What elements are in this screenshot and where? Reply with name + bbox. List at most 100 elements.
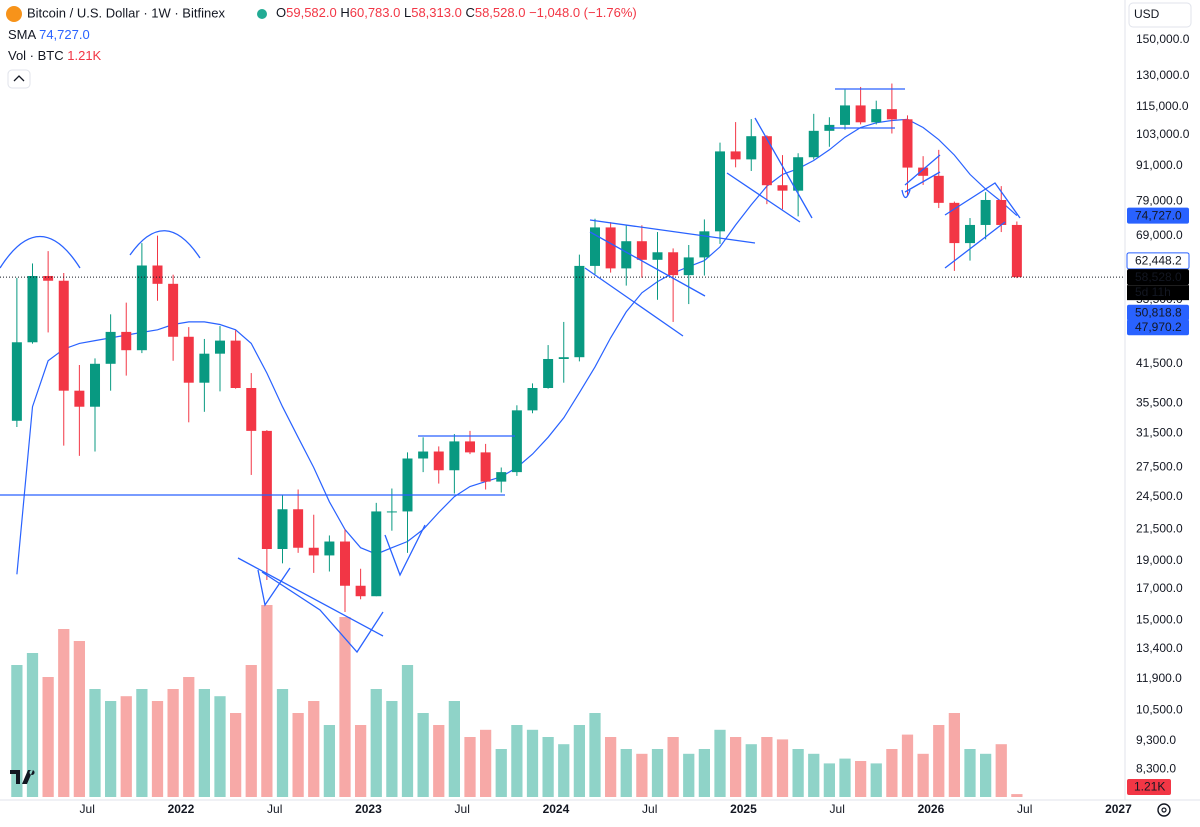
y-tick-label: 115,000.0 xyxy=(1136,99,1189,113)
candle-body xyxy=(105,331,116,364)
candle-body xyxy=(746,136,757,160)
x-tick-label: 2024 xyxy=(543,802,570,816)
symbol-icon xyxy=(6,6,22,22)
volume-bar xyxy=(511,725,523,797)
volume-bar xyxy=(495,749,507,797)
button-frame[interactable] xyxy=(7,69,31,89)
price-label-box xyxy=(1126,252,1190,270)
volume-bar xyxy=(386,701,398,797)
plot-layer xyxy=(0,83,1125,797)
volume-bar xyxy=(808,753,820,797)
x-tick-label: Jul xyxy=(80,802,95,816)
volume-bar xyxy=(995,744,1007,797)
ohlc-key: L xyxy=(404,5,411,20)
price-label: 74,727.0 xyxy=(1135,208,1182,222)
volume-bar xyxy=(245,665,257,797)
candle-body xyxy=(340,541,350,586)
volume-bar xyxy=(136,689,148,797)
candle-body xyxy=(683,257,694,276)
volume-bar xyxy=(339,617,351,797)
candle-body xyxy=(74,390,85,407)
x-tick-label: Jul xyxy=(267,802,282,816)
currency[interactable]: USD xyxy=(1134,7,1160,21)
countdown: 5d 11h xyxy=(1135,285,1171,299)
candle-body xyxy=(855,105,866,123)
x-tick-label: 2022 xyxy=(168,802,195,816)
candle-body xyxy=(27,275,38,343)
candle-body xyxy=(1011,224,1022,278)
drawing-arc xyxy=(129,230,201,259)
candle-body xyxy=(574,265,585,358)
candle-body xyxy=(808,130,819,158)
volume-bar xyxy=(42,677,54,797)
volume-bar xyxy=(620,749,632,797)
y-tick-label: 31,500.0 xyxy=(1136,425,1183,439)
button-icon xyxy=(13,75,25,82)
volume-bar xyxy=(261,605,273,797)
y-tick-label: 41,500.0 xyxy=(1136,356,1183,370)
candle-body xyxy=(668,252,679,276)
candle-body xyxy=(996,199,1007,225)
candle-body xyxy=(605,227,616,269)
x-tick-label: 2027 xyxy=(1105,802,1132,816)
candle-body xyxy=(90,363,101,407)
volume-bar xyxy=(105,701,117,797)
ohlc-key: H xyxy=(340,5,349,20)
candle-body xyxy=(558,357,569,359)
volume-bar xyxy=(167,689,179,797)
candle-body xyxy=(761,136,772,186)
volume-bar xyxy=(308,701,320,797)
candle-body xyxy=(652,252,663,260)
candle-body xyxy=(465,441,476,453)
candle-body xyxy=(621,241,632,269)
candle-body xyxy=(355,585,366,597)
volume-bar xyxy=(198,689,210,797)
candle-body xyxy=(371,511,382,597)
volume-bar xyxy=(683,753,695,797)
volume-bar xyxy=(58,629,70,797)
collapse-button[interactable] xyxy=(7,69,31,89)
volume-bar xyxy=(761,737,773,797)
volume-bar xyxy=(433,725,445,797)
candle-body xyxy=(152,265,163,284)
candle-body xyxy=(793,157,804,191)
y-tick-label: 10,500.0 xyxy=(1136,702,1183,716)
volume-bar xyxy=(886,749,898,797)
y-tick-label: 17,000.0 xyxy=(1136,581,1183,595)
volume-bar xyxy=(26,653,39,797)
gear[interactable] xyxy=(1157,803,1171,817)
candle-body xyxy=(11,342,22,421)
volume-bar xyxy=(714,729,726,797)
volume-bar xyxy=(401,665,414,797)
volume-bar xyxy=(558,744,570,797)
y-tick-label: 79,000.0 xyxy=(1136,194,1183,208)
currency-button[interactable]: USD xyxy=(1128,2,1192,28)
logo xyxy=(10,770,35,784)
x-tick-label: Jul xyxy=(1017,802,1032,816)
volume-bar xyxy=(933,725,945,797)
candle-body xyxy=(949,202,960,244)
volume-label: 1.21K xyxy=(1134,780,1165,794)
volume-bar xyxy=(948,713,960,797)
candle-body xyxy=(980,199,991,225)
volume-bar xyxy=(651,749,664,797)
indicator-value: 1.21K xyxy=(67,48,101,63)
x-tick-label: Jul xyxy=(830,802,845,816)
candle-body xyxy=(230,340,241,388)
ohlc-value: 58,313.0 xyxy=(411,5,462,20)
indicator-legend: Vol · BTC 1.21K xyxy=(8,48,102,63)
settings-button[interactable] xyxy=(1157,803,1171,817)
y-tick-label: 24,500.0 xyxy=(1136,489,1183,503)
candle-body xyxy=(840,105,851,125)
volume-bar xyxy=(605,737,617,797)
volume-bar xyxy=(901,734,914,797)
y-tick-label: 11,900.0 xyxy=(1136,671,1182,685)
y-tick-label: 21,500.0 xyxy=(1136,522,1183,536)
candle-body xyxy=(418,451,429,459)
y-tick-label: 27,500.0 xyxy=(1136,460,1183,474)
symbol-title: Bitcoin / U.S. Dollar · 1W · Bitfinex xyxy=(27,5,225,20)
button-frame[interactable] xyxy=(1128,2,1192,28)
volume-bar xyxy=(230,713,242,797)
price-label: 50,818.8 xyxy=(1135,305,1182,319)
x-tick-label: 2023 xyxy=(355,802,382,816)
